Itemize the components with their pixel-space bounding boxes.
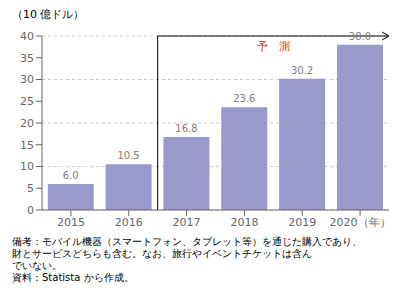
svg-text:16.8: 16.8 — [175, 123, 197, 134]
svg-text:35: 35 — [20, 52, 34, 65]
svg-text:2018: 2018 — [230, 216, 258, 229]
svg-text:2020（年）: 2020（年） — [330, 216, 391, 229]
svg-text:30.2: 30.2 — [291, 65, 313, 76]
html-text:でいない。: でいない。 — [12, 260, 62, 271]
svg-text:2016: 2016 — [115, 216, 143, 229]
svg-text:23.6: 23.6 — [233, 93, 255, 104]
svg-text:2019: 2019 — [288, 216, 316, 229]
svg-text:2017: 2017 — [173, 216, 201, 229]
html-text:（10 億ドル）: （10 億ドル） — [12, 8, 85, 21]
svg-text:予 測: 予 測 — [257, 40, 290, 53]
svg-text:10: 10 — [20, 160, 34, 173]
html-text:財とサービスどちらも含む。なお、旅行やイベントチケットは含ん: 財とサービスどちらも含む。なお、旅行やイベントチケットは含ん — [12, 248, 312, 259]
svg-text:5: 5 — [27, 182, 34, 195]
svg-text:15: 15 — [20, 139, 34, 152]
svg-text:2015: 2015 — [57, 216, 85, 229]
svg-text:30: 30 — [20, 73, 34, 86]
svg-text:0: 0 — [27, 204, 34, 217]
html-text:資料：Statista から作成。: 資料：Statista から作成。 — [12, 272, 134, 283]
svg-text:20: 20 — [20, 117, 34, 130]
svg-text:25: 25 — [20, 95, 34, 108]
svg-text:6.0: 6.0 — [63, 170, 79, 181]
svg-text:40: 40 — [20, 30, 34, 43]
html-text:備考：モバイル機器（スマートフォン、タブレット等）を通じた購: 備考：モバイル機器（スマートフォン、タブレット等）を通じた購入であり、 — [12, 236, 362, 247]
svg-text:38.0: 38.0 — [349, 31, 371, 42]
svg-text:10.5: 10.5 — [117, 150, 139, 161]
